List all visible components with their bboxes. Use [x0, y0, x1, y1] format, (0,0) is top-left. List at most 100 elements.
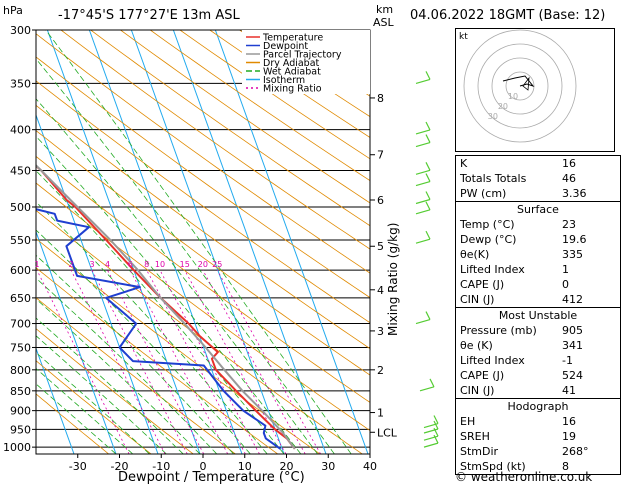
wind-barb: [419, 386, 435, 392]
legend-label: Wet Adiabat: [263, 67, 321, 78]
isotherm-line: [172, 30, 327, 454]
wind-barb-flag: [425, 121, 431, 131]
wind-barb: [415, 318, 431, 325]
index-key: K: [460, 157, 468, 170]
wind-barb: [415, 198, 431, 205]
wet-adiabat-line: [36, 58, 335, 454]
wind-barb-flag: [425, 311, 431, 320]
temperature-tick-label: 30: [321, 460, 335, 473]
index-row: CIN (J) 412: [456, 292, 620, 307]
surface-box: Surface Temp (°C) 23 Dewp (°C) 19.6 θe(K) 335 L…: [455, 202, 621, 308]
mixing-ratio-label: 2: [68, 260, 73, 269]
dry-adiabat-line: [36, 80, 370, 324]
dry-adiabat-line: [179, 30, 370, 160]
km-tick-label: 4: [377, 284, 384, 297]
pressure-tick-label: 400: [10, 124, 31, 137]
sounding-series: [36, 164, 296, 450]
wet-adiabat-line: [36, 135, 302, 454]
wet-adiabat-line: [36, 335, 167, 454]
wind-barb-flag: [433, 415, 439, 424]
index-key: CIN (J): [460, 384, 495, 397]
index-row: StmSpd (kt) 8: [456, 459, 620, 474]
index-value: 23: [562, 218, 576, 231]
location-title: -17°45'S 177°27'E 13m ASL: [58, 8, 240, 23]
dry-adiabat-line: [36, 393, 109, 454]
wind-barb: [415, 78, 431, 84]
legend-label: Dewpoint: [263, 41, 308, 52]
legend-label: Temperature: [262, 33, 323, 44]
index-key: Lifted Index: [460, 354, 525, 367]
wet-adiabat-line: [36, 170, 285, 454]
index-key: θe (K): [460, 339, 493, 352]
isotherm-line: [36, 346, 75, 454]
index-value: 1: [562, 263, 569, 276]
mixing-ratio-label: 1: [34, 260, 39, 269]
section-title: Surface: [517, 203, 559, 216]
legend-label: Parcel Trajectory: [263, 50, 342, 61]
wind-barb-flag: [425, 191, 431, 200]
index-value: 0: [562, 278, 569, 291]
mixing-ratio-label: 25: [212, 260, 222, 269]
wind-barb-flag: [425, 134, 431, 143]
temperature-tick-label: -20: [111, 460, 129, 473]
index-row: Temp (°C) 23: [456, 217, 620, 232]
km-tick-label: 1: [377, 407, 384, 420]
km-tick-label: 5: [377, 240, 384, 253]
pressure-tick-label: 900: [10, 405, 31, 418]
index-value: 46: [562, 172, 576, 185]
series-2-line: [36, 164, 296, 450]
section-title: Hodograph: [507, 400, 569, 413]
index-row: Dewp (°C) 19.6: [456, 232, 620, 247]
index-row: StmDir 268°: [456, 444, 620, 459]
temperature-tick-label: -30: [69, 460, 87, 473]
temperature-tick-label: 10: [238, 460, 252, 473]
dry-adiabat-line: [36, 56, 370, 299]
wet-adiabat-line: [36, 201, 268, 454]
dry-adiabat-line: [36, 130, 370, 376]
wet-adiabat-line: [36, 298, 201, 454]
dry-adiabat-line: [36, 182, 370, 432]
pressure-tick-label: 700: [10, 318, 31, 331]
index-value: 341: [562, 339, 583, 352]
index-row: SREH 19: [456, 429, 620, 444]
basic-indices-box: K 16 Totals Totals 46 PW (cm) 3.36: [455, 155, 621, 202]
km-tick-label: 6: [377, 194, 384, 207]
isotherm-line: [130, 30, 285, 454]
reference-lines: [36, 30, 370, 454]
wet-adiabat-line: [36, 383, 117, 454]
dry-adiabat-line: [36, 267, 278, 454]
wind-barb-flag: [425, 71, 431, 80]
legend-box: [242, 30, 370, 94]
wet-adiabat-line: [36, 98, 318, 454]
index-value: 412: [562, 293, 583, 306]
index-row: K 16: [456, 156, 620, 171]
section-title: Most Unstable: [498, 309, 578, 322]
index-value: -1: [562, 354, 573, 367]
index-key: θe(K): [460, 248, 490, 261]
wind-barb-flag: [425, 201, 431, 211]
pressure-tick-label: 350: [10, 77, 31, 90]
index-key: StmSpd (kt): [460, 460, 526, 473]
pressure-tick-label: 850: [10, 385, 31, 398]
wind-barb: [415, 169, 431, 175]
wind-barb-flag: [425, 162, 431, 171]
legend-label: Isotherm: [263, 75, 305, 86]
pressure-tick-label: 600: [10, 264, 31, 277]
wind-barb-flag: [425, 230, 431, 240]
hodograph-kt-label: kt: [459, 32, 468, 42]
index-row: CAPE (J) 0: [456, 277, 620, 292]
mixing-ratio-line: [129, 270, 229, 454]
hodograph-frame: [455, 28, 615, 152]
pressure-tick-label: 550: [10, 234, 31, 247]
index-row: CIN (J) 41: [456, 383, 620, 398]
index-row: Totals Totals 46: [456, 171, 620, 186]
isotherm-line: [46, 30, 201, 454]
index-row: θe (K) 341: [456, 338, 620, 353]
wet-adiabat-line: [36, 254, 234, 454]
mixing-ratio-line: [202, 270, 306, 454]
hodograph-ring: [491, 57, 549, 115]
mixing-ratio-label: 6: [128, 260, 133, 269]
axes: 3003504004505005506006507007508008509009…: [3, 24, 398, 473]
